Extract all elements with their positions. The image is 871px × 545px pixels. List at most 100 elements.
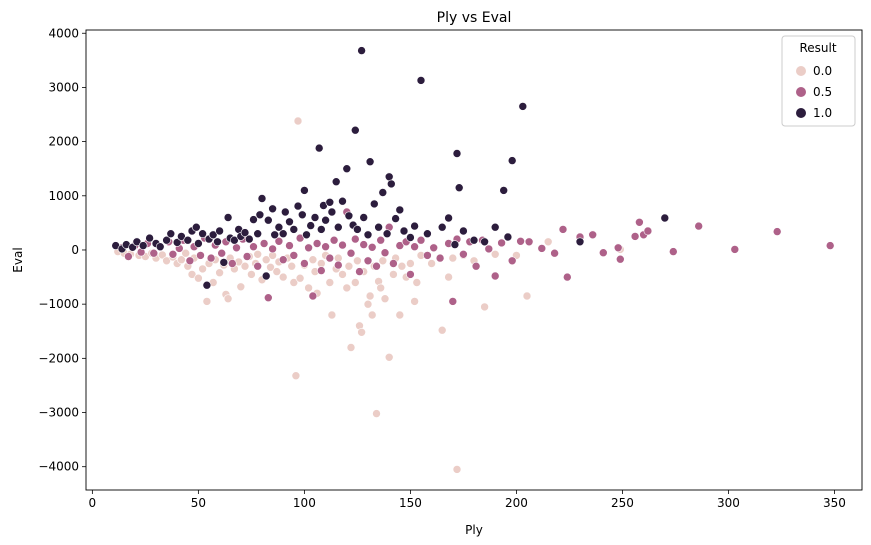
series-0.0: [113, 116, 625, 474]
data-point: [346, 343, 356, 352]
data-point: [215, 226, 224, 236]
data-point: [550, 248, 559, 258]
data-point: [384, 172, 394, 182]
data-point: [406, 233, 415, 242]
y-tick-label: −3000: [38, 406, 79, 420]
data-point: [253, 261, 263, 271]
data-point: [471, 261, 481, 271]
x-tick-label: 300: [717, 496, 740, 510]
data-point: [391, 214, 400, 223]
data-point: [416, 235, 426, 245]
x-tick-label: 350: [823, 496, 846, 510]
legend-label: 1.0: [813, 106, 832, 120]
data-point: [454, 183, 464, 192]
data-point: [490, 250, 500, 259]
data-point: [353, 256, 362, 266]
data-point: [316, 225, 326, 234]
data-point: [162, 235, 171, 245]
data-point: [232, 243, 241, 253]
data-point: [378, 256, 388, 266]
data-point: [516, 237, 525, 246]
data-point: [247, 270, 256, 279]
data-point: [124, 252, 133, 261]
data-point: [249, 242, 258, 251]
data-point: [321, 215, 330, 225]
data-point: [448, 253, 458, 263]
data-point: [304, 243, 313, 253]
data-point: [263, 215, 273, 225]
data-point: [480, 237, 489, 247]
data-point: [325, 198, 335, 207]
data-point: [378, 188, 388, 197]
data-point: [206, 253, 216, 263]
data-point: [427, 259, 436, 268]
data-point: [668, 247, 678, 256]
chart-title: Ply vs Eval: [437, 10, 512, 26]
data-point: [522, 291, 532, 301]
x-tick-label: 250: [611, 496, 634, 510]
data-point: [357, 46, 366, 55]
data-point: [399, 226, 409, 236]
data-point: [359, 240, 369, 249]
data-point: [429, 243, 439, 253]
data-point: [518, 102, 528, 111]
data-point: [228, 259, 237, 268]
data-point: [694, 221, 704, 231]
data-point: [192, 222, 201, 232]
data-point: [480, 302, 489, 312]
data-point: [293, 116, 303, 126]
data-point: [155, 242, 165, 251]
data-point: [772, 227, 782, 236]
data-point: [219, 258, 229, 267]
plot-frame: [85, 29, 863, 491]
data-point: [223, 213, 233, 222]
data-point: [437, 222, 447, 232]
data-point: [395, 205, 405, 215]
data-point: [643, 226, 653, 236]
data-point: [376, 283, 386, 293]
data-point: [497, 238, 506, 248]
data-point: [386, 179, 396, 189]
data-point: [558, 225, 568, 234]
x-tick-label: 100: [293, 496, 316, 510]
data-point: [242, 252, 252, 261]
legend-title: Result: [799, 41, 836, 55]
y-tick-label: 1000: [48, 189, 79, 203]
data-point: [297, 210, 307, 220]
data-point: [202, 280, 212, 290]
y-tick-label: 3000: [48, 80, 79, 94]
data-point: [314, 143, 324, 153]
data-point: [730, 245, 740, 254]
data-point: [327, 207, 337, 217]
data-point: [215, 268, 224, 278]
data-point: [459, 250, 468, 259]
data-point: [145, 233, 154, 243]
x-axis-label: Ply: [465, 523, 483, 537]
data-point: [272, 267, 282, 276]
y-tick-label: −2000: [38, 351, 79, 365]
data-point: [308, 291, 318, 301]
data-point: [268, 244, 277, 254]
data-point: [316, 259, 326, 268]
data-point: [194, 239, 203, 248]
data-point: [194, 273, 203, 283]
data-point: [329, 235, 339, 245]
data-point: [285, 217, 294, 227]
data-point: [365, 291, 375, 301]
data-point: [825, 241, 835, 250]
data-point: [138, 241, 148, 250]
data-point: [208, 230, 218, 240]
data-point: [406, 270, 415, 279]
y-axis-label: Eval: [11, 247, 25, 272]
data-point: [240, 228, 250, 237]
data-point: [344, 211, 354, 221]
data-point: [181, 248, 190, 258]
data-point: [630, 232, 640, 241]
data-point: [202, 297, 212, 306]
data-point: [363, 256, 373, 266]
data-point: [575, 237, 585, 247]
data-point: [287, 261, 297, 271]
data-point: [367, 243, 377, 252]
data-point: [484, 244, 494, 254]
